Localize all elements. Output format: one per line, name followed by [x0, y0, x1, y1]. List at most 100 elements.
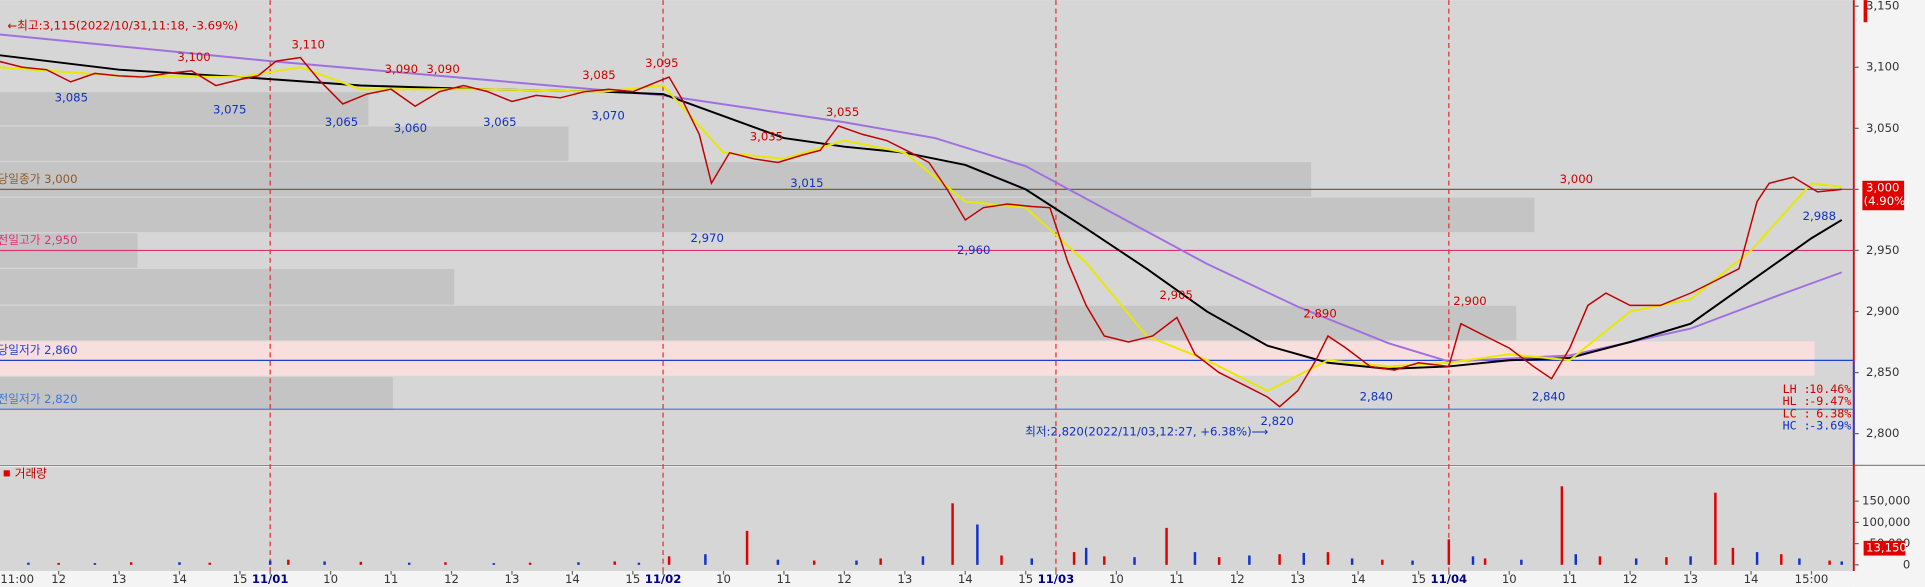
volume-bar [1193, 552, 1197, 565]
x-tick-label: 15 [625, 572, 640, 586]
current-volume: 13,150 [1866, 541, 1907, 555]
x-tick-label: 11 [777, 572, 792, 586]
volume-bar [287, 559, 290, 565]
price-line [0, 56, 1842, 408]
x-tick-label: 14 [958, 572, 973, 586]
volume-bar [57, 562, 60, 565]
stat-key: LH : [1783, 382, 1811, 396]
volume-bar [1483, 558, 1487, 565]
high-label: 3,035 [750, 129, 783, 143]
low-label: 2,840 [1360, 390, 1393, 404]
volume-bar [951, 503, 954, 565]
volume-bar [1689, 556, 1692, 565]
x-tick-label: 14 [172, 572, 187, 586]
volume-bar [1731, 547, 1735, 565]
y-tick-label: 2,850 [1866, 365, 1899, 379]
volume-bar [1840, 561, 1843, 565]
volume-bar [492, 563, 496, 565]
volume-icon [3, 470, 10, 477]
reference-label: 당일종가 3,000 [0, 172, 78, 186]
stat-value: 6.38% [1816, 406, 1851, 420]
moving-average [0, 33, 1843, 363]
volume-bar [1084, 547, 1088, 565]
y-tick-label: 2,800 [1866, 426, 1899, 440]
volume-bar [323, 561, 326, 565]
y-tick-label: 3,050 [1866, 121, 1899, 135]
min-note: 최저:2,820(2022/11/03,12:27, +6.38%)⟶ [1025, 425, 1269, 439]
high-label: 2,905 [1160, 288, 1193, 302]
volume-bar [208, 562, 211, 565]
x-tick-label: 11/02 [645, 572, 682, 586]
volume-bar [976, 524, 979, 565]
volume-bar [1000, 555, 1003, 565]
volume-profile-band [0, 92, 369, 126]
x-tick-label: 11 [1169, 572, 1184, 586]
reference-label: 전일고가 2,950 [0, 233, 78, 247]
volume-bar [528, 562, 532, 565]
x-tick-label: 13 [897, 572, 912, 586]
volume-bar [359, 561, 363, 565]
x-tick-label: 13 [112, 572, 127, 586]
high-label: 3,100 [177, 50, 210, 64]
volume-bar [1755, 552, 1759, 565]
x-tick-label: 15:00 [1795, 572, 1829, 586]
stat-value: -9.47% [1809, 394, 1851, 408]
x-tick-label: 10 [1502, 572, 1517, 586]
volume-bar [1598, 556, 1602, 565]
x-tick-label: 11/03 [1038, 572, 1075, 586]
volume-bar [1133, 557, 1136, 565]
stat-key: HL : [1783, 394, 1811, 408]
volume-title: 거래량 [15, 466, 47, 480]
y-tick-label: 2,900 [1866, 304, 1899, 318]
high-label: 3,110 [292, 38, 325, 52]
volume-profile-band [0, 197, 1535, 233]
volume-profile-band [0, 376, 393, 411]
volume-profile-band [0, 305, 1517, 341]
low-label: 3,085 [55, 90, 88, 104]
volume-bar [667, 556, 671, 565]
volume-bar [1217, 557, 1221, 565]
max-note: ←최고:3,115(2022/10/31,11:18, -3.69%) [7, 18, 238, 32]
volume-bar [1665, 557, 1668, 565]
volume-bar [27, 562, 30, 565]
stat-value: -3.69% [1809, 419, 1851, 433]
current-price: 3,000 [1866, 181, 1899, 195]
y-tick-label: 100,000 [1862, 515, 1910, 529]
x-tick-label: 12 [51, 572, 66, 586]
x-tick-label: 10 [716, 572, 731, 586]
low-label: 3,075 [213, 103, 246, 117]
x-tick-label: 15 [233, 572, 248, 586]
volume-bar [1165, 527, 1168, 565]
volume-bar [745, 530, 749, 565]
low-label: 2,820 [1260, 414, 1293, 428]
volume-bar [1278, 554, 1281, 565]
low-label: 2,988 [1803, 209, 1836, 223]
x-tick-label: 11/04 [1430, 572, 1467, 586]
stat-key: LC : [1783, 406, 1811, 420]
volume-bar [268, 560, 272, 565]
volume-bar [1248, 555, 1251, 565]
volume-bar [1828, 560, 1831, 565]
x-tick-label: 14 [1744, 572, 1759, 586]
volume-bar [1560, 486, 1564, 565]
high-label: 3,055 [826, 105, 859, 119]
low-label: 3,015 [790, 176, 823, 190]
x-tick-label: 12 [837, 572, 852, 586]
volume-bar [1634, 558, 1638, 565]
volume-bar [637, 562, 641, 565]
volume-profile [0, 92, 1815, 411]
x-tick-label: 13 [505, 572, 520, 586]
x-tick-label: 10 [323, 572, 338, 586]
volume-bar [1326, 552, 1330, 565]
high-label: 3,085 [582, 68, 615, 82]
high-label: 3,000 [1560, 172, 1593, 186]
high-label: 3,095 [645, 56, 678, 70]
volume-bar [1798, 558, 1801, 565]
reference-label: 당일저가 2,860 [0, 343, 78, 357]
current-price-box [1862, 180, 1905, 211]
volume-bar [407, 562, 411, 565]
high-label: 2,900 [1453, 294, 1486, 308]
volume-bar [1780, 554, 1783, 565]
x-tick-label: 15 [1018, 572, 1033, 586]
